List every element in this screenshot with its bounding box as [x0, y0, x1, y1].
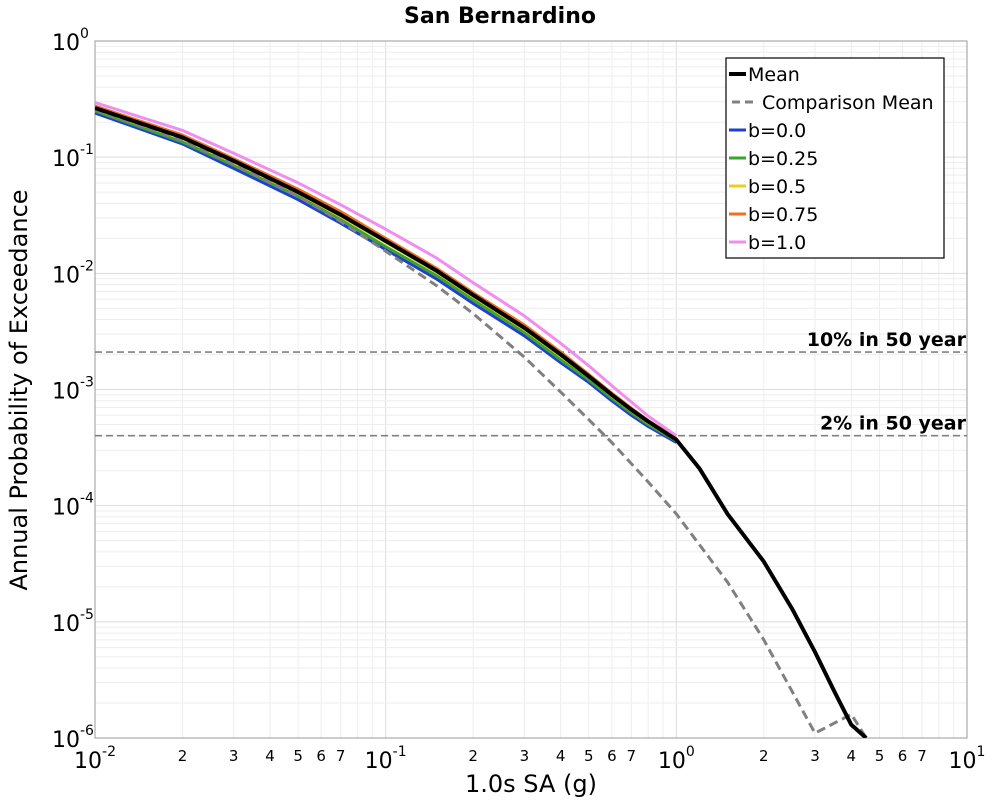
x-tick-label: 10-2 [74, 744, 116, 774]
x-tick-label: 101 [949, 744, 986, 774]
legend-label: b=1.0 [748, 232, 806, 254]
x-minor-tick-label: 5 [293, 747, 303, 765]
series-line-mean [95, 106, 868, 738]
x-minor-tick-label: 4 [265, 747, 275, 765]
series-line-comparison-mean [95, 108, 868, 738]
x-minor-tick-label: 5 [875, 747, 885, 765]
reference-line-label: 2% in 50 year [820, 413, 967, 435]
x-tick-label: 100 [658, 744, 695, 774]
x-minor-tick-label: 4 [847, 747, 857, 765]
x-minor-tick-label: 3 [810, 747, 820, 765]
legend-label: Mean [748, 64, 800, 86]
x-minor-tick-label: 3 [229, 747, 239, 765]
y-tick-label: 10-5 [52, 607, 94, 637]
x-axis-label: 1.0s SA (g) [465, 770, 597, 798]
x-tick-label: 10-1 [365, 744, 407, 774]
x-minor-tick-label: 2 [178, 747, 188, 765]
y-tick-label: 100 [52, 26, 89, 56]
legend-label: b=0.25 [748, 148, 818, 170]
reference-lines: 10% in 50 year 2% in 50 year [95, 329, 967, 437]
chart-title: San Bernardino [404, 4, 596, 29]
x-minor-tick-label: 4 [556, 747, 566, 765]
y-tick-label: 10-3 [52, 375, 94, 405]
y-tick-label: 10-1 [52, 142, 94, 172]
x-minor-tick-label: 7 [917, 747, 927, 765]
series-line-b-0-0 [95, 111, 678, 444]
legend-label: b=0.0 [748, 120, 806, 142]
x-minor-tick-label: 6 [316, 747, 326, 765]
legend-label: b=0.5 [748, 176, 806, 198]
x-minor-tick-label: 6 [607, 747, 617, 765]
y-axis-label: Annual Probability of Exceedance [5, 189, 33, 590]
x-minor-tick-label: 2 [468, 747, 478, 765]
y-tick-label: 10-2 [52, 258, 94, 288]
x-minor-tick-label: 7 [627, 747, 637, 765]
plot-frame [94, 40, 968, 739]
y-tick-label: 10-4 [52, 491, 94, 521]
reference-line-label: 10% in 50 year [807, 329, 967, 351]
legend-label: Comparison Mean [762, 92, 934, 114]
legend: Mean Comparison Mean b=0.0 b=0.25 b=0.5 b=0.7… [725, 57, 945, 259]
x-minor-tick-label: 7 [336, 747, 346, 765]
series-line-b-1-0 [95, 101, 678, 437]
y-tick-label: 10-6 [52, 723, 94, 753]
legend-label: b=0.75 [748, 204, 818, 226]
x-minor-tick-label: 5 [584, 747, 594, 765]
series-group [95, 101, 868, 738]
x-minor-tick-label: 6 [898, 747, 908, 765]
legend-box [725, 57, 945, 259]
x-minor-tick-label: 3 [520, 747, 530, 765]
x-minor-tick-label: 2 [759, 747, 769, 765]
